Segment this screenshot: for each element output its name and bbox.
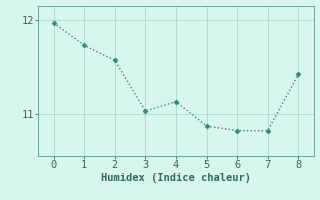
X-axis label: Humidex (Indice chaleur): Humidex (Indice chaleur): [101, 173, 251, 183]
